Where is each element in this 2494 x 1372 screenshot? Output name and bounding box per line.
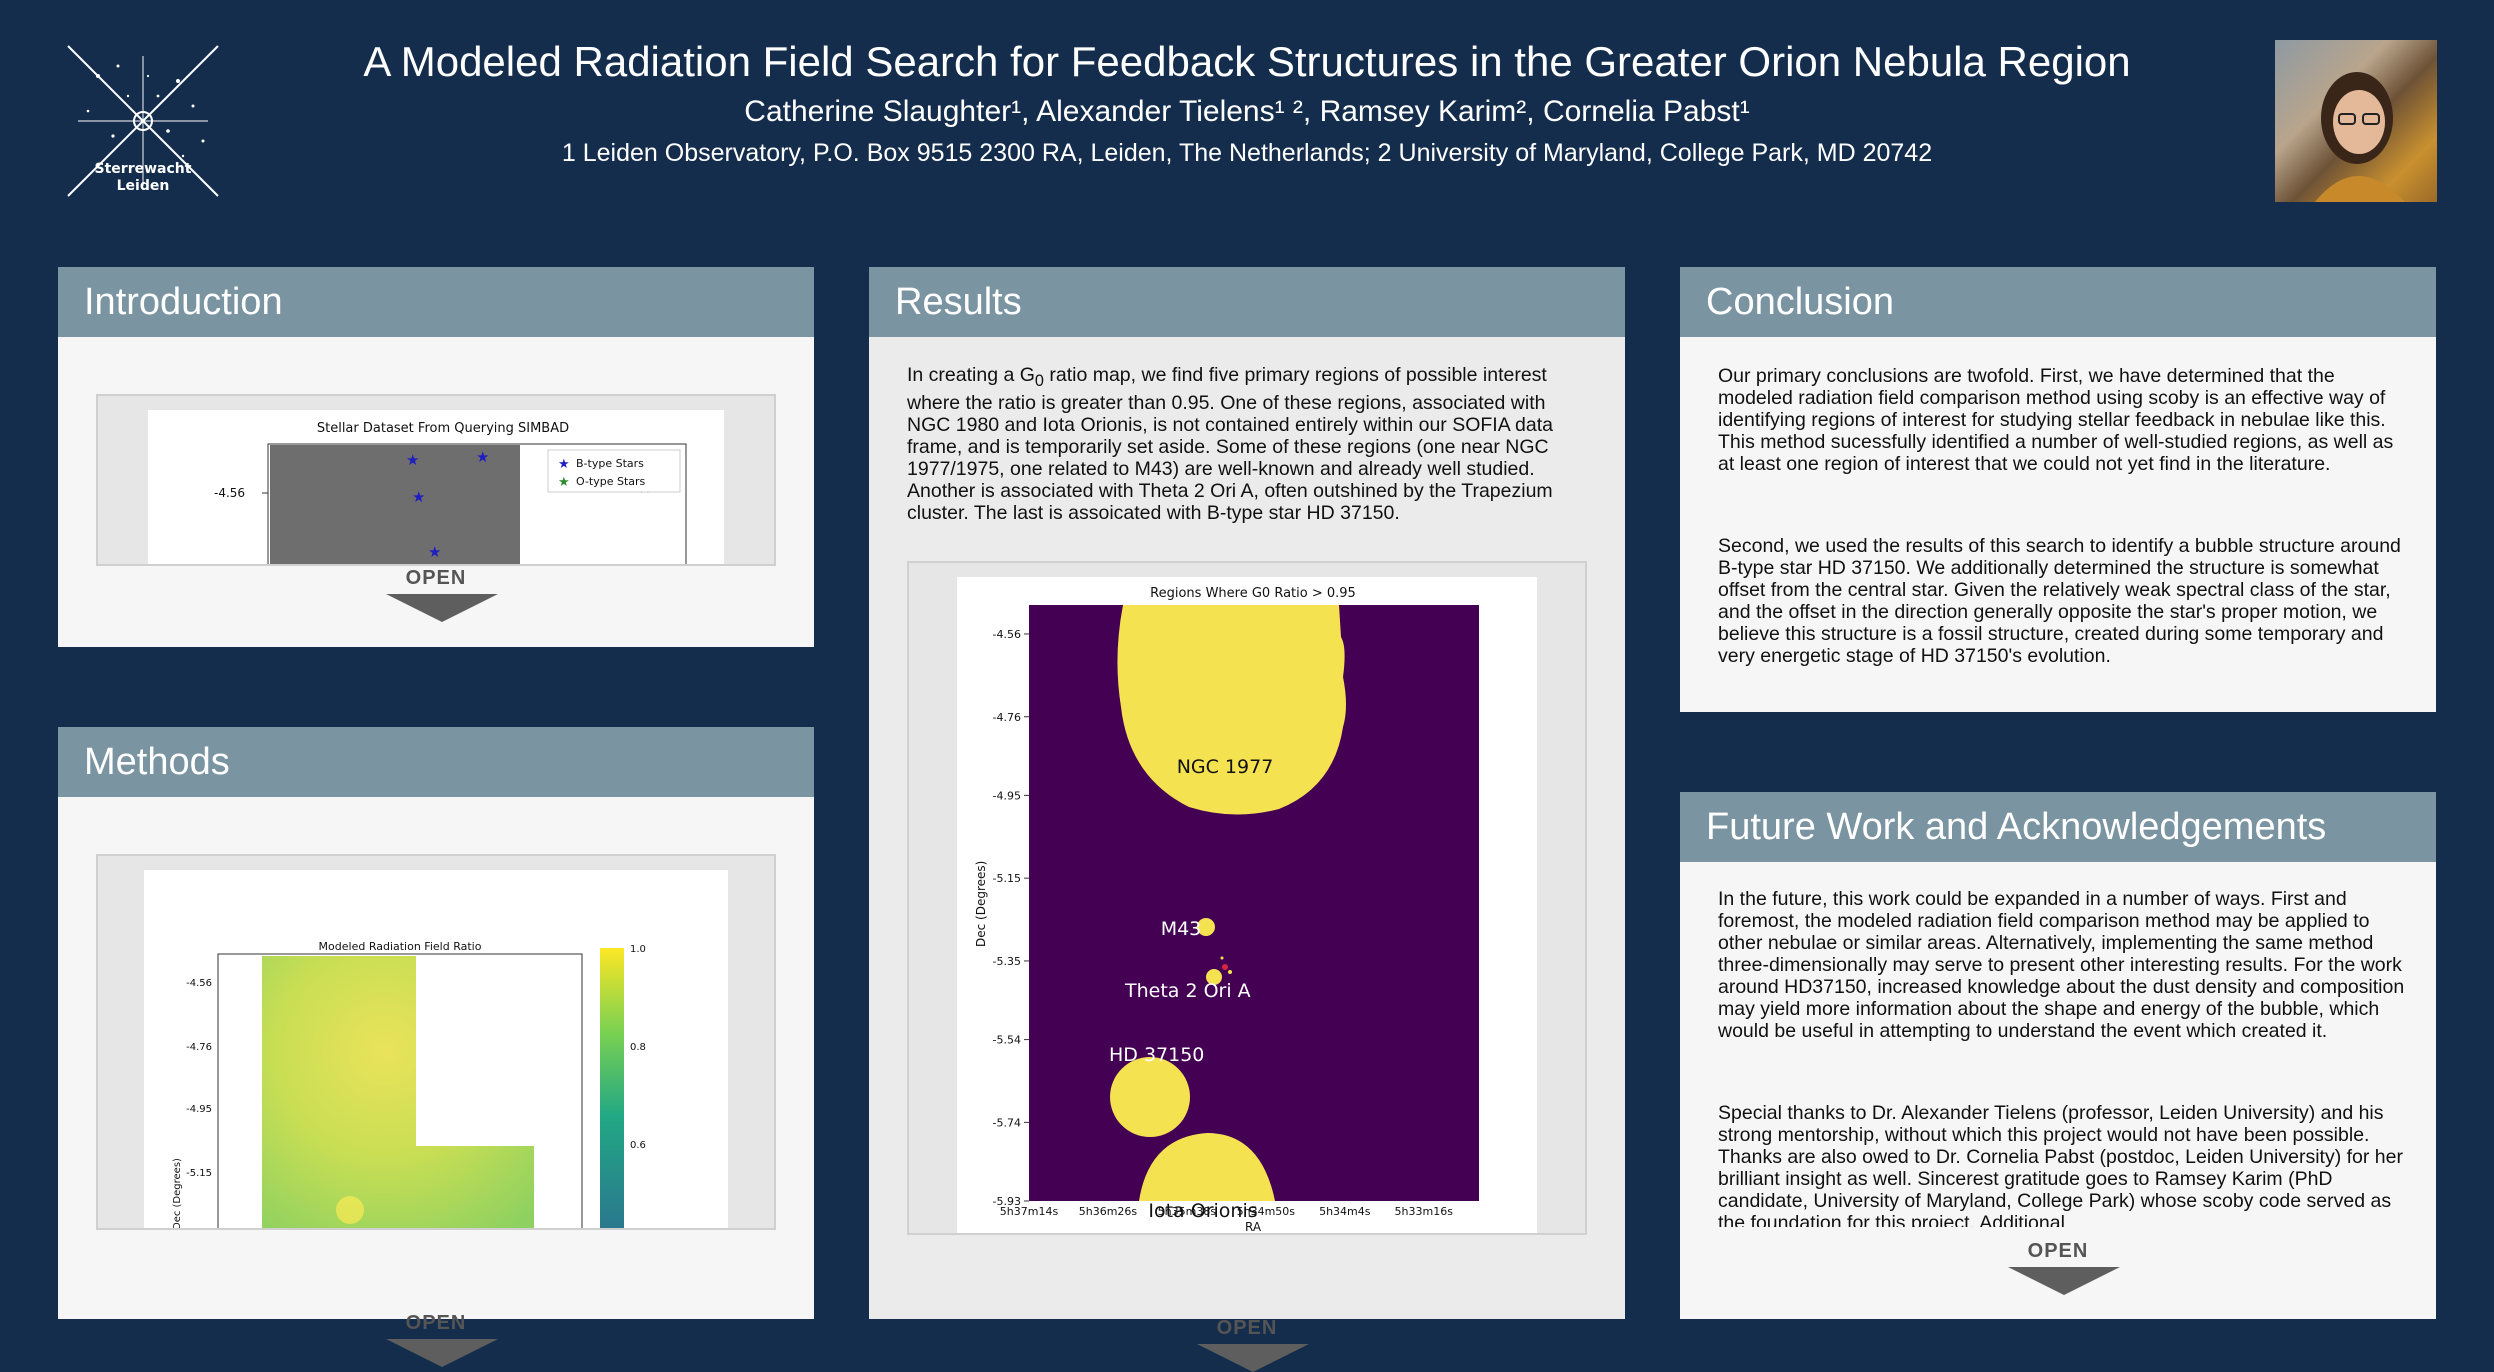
y-tick-label: -5.54: [993, 1034, 1021, 1047]
future-work-open-button[interactable]: OPEN: [2008, 1240, 2120, 1295]
methods-figure-frame: Modeled Radiation Field Ratio -4.56 -4.7…: [96, 854, 776, 1230]
chart-y-ticks: -4.56 -4.76 -4.95 -5.15 -5.35 -5.54 -5.74 -5.93: [993, 628, 1029, 1208]
logo-text-line-2: Leiden: [117, 178, 170, 194]
logo-star-icon: Sterrewacht Leiden: [67, 45, 219, 197]
methods-open-label: OPEN: [405, 1312, 467, 1334]
future-work-paragraph-1: In the future, this work could be expand…: [1718, 888, 2405, 1042]
region-small-spot: [1228, 970, 1232, 974]
colorbar-tick: 0.8: [630, 1042, 646, 1053]
region-hd-37150: [1110, 1057, 1190, 1137]
region-ngc-1977: [1117, 605, 1346, 815]
sterrewacht-leiden-logo: Sterrewacht Leiden: [58, 36, 228, 206]
chart-title: Regions Where G0 Ratio > 0.95: [1150, 586, 1356, 601]
methods-ytick: -5.15: [186, 1168, 212, 1179]
legend-o-type-label: O-type Stars: [576, 475, 646, 488]
stellar-dataset-title: Stellar Dataset From Querying SIMBAD: [317, 421, 569, 436]
g0-ratio-regions-chart: Regions Where G0 Ratio > 0.95 NGC 1977 M4…: [974, 586, 1479, 1233]
chevron-down-icon: [386, 594, 498, 622]
results-panel: Results In creating a G0 ratio map, we f…: [869, 267, 1625, 1372]
b-star-marker: ★: [428, 543, 441, 561]
conclusion-panel: Conclusion Our primary conclusions are t…: [1680, 267, 2436, 712]
x-tick-label: 5h34m4s: [1319, 1205, 1371, 1218]
region-annotation-label: NGC 1977: [1177, 756, 1274, 778]
methods-figure-title: Modeled Radiation Field Ratio: [319, 940, 482, 953]
y-tick-label: -4.56: [993, 628, 1021, 641]
y-tick-label: -5.15: [993, 872, 1021, 885]
y-tick-label: -5.93: [993, 1195, 1021, 1208]
methods-heading: Methods: [58, 727, 814, 797]
conclusion-heading: Conclusion: [1680, 267, 2436, 337]
trapezium-star-marker: [1222, 964, 1228, 970]
conclusion-paragraph-1: Our primary conclusions are twofold. Fir…: [1718, 365, 2394, 475]
x-tick-label: 5h35m38s: [1158, 1205, 1217, 1218]
results-heading: Results: [869, 267, 1625, 337]
introduction-heading: Introduction: [58, 267, 814, 337]
chart-ylabel: Dec (Degrees): [974, 861, 988, 947]
legend-b-type-label: B-type Stars: [576, 457, 644, 470]
y-tick-label: -5.35: [993, 955, 1021, 968]
introduction-open-label: OPEN: [405, 567, 467, 589]
chart-x-ticks: 5h37m14s 5h36m26s 5h35m38s 5h34m50s 5h34m4s 5…: [1000, 1205, 1453, 1218]
colorbar-tick: 0.6: [630, 1140, 646, 1151]
stellar-dataset-ytick: -4.56: [214, 486, 245, 500]
region-iota-orionis: [1139, 1133, 1275, 1201]
stellar-dataset-figure: Stellar Dataset From Querying SIMBAD -4.…: [214, 421, 687, 564]
x-tick-label: 5h37m14s: [1000, 1205, 1059, 1218]
region-m43: [1197, 918, 1215, 936]
acknowledgements-paragraph: Special thanks to Dr. Alexander Tielens …: [1718, 1102, 2403, 1227]
colorbar-tick: 1.0: [630, 944, 646, 955]
region-annotation-label: Theta 2 Ori A: [1124, 980, 1251, 1002]
x-tick-label: 5h36m26s: [1079, 1205, 1138, 1218]
methods-ytick: -4.76: [186, 1042, 212, 1053]
region-annotation-label: M43: [1161, 918, 1202, 940]
methods-ytick: -4.56: [186, 978, 212, 989]
results-text: In creating a G0 ratio map, we find five…: [907, 364, 1554, 524]
future-work-panel: Future Work and Acknowledgements In the …: [1680, 792, 2436, 1319]
poster-affiliations: 1 Leiden Observatory, P.O. Box 9515 2300…: [561, 139, 1933, 167]
b-star-marker: ★: [406, 451, 419, 469]
y-tick-label: -4.76: [993, 711, 1021, 724]
introduction-open-button[interactable]: OPEN: [386, 567, 498, 622]
legend-o-star-icon: ★: [558, 475, 570, 490]
conclusion-paragraph-2: Second, we used the results of this sear…: [1718, 535, 2401, 667]
results-open-label: OPEN: [1216, 1317, 1278, 1339]
poster-title: A Modeled Radiation Field Search for Fee…: [363, 38, 2131, 85]
region-annotation-label: Iota Orionis: [1148, 1200, 1257, 1222]
b-star-marker: ★: [476, 448, 489, 466]
introduction-figure-frame: Stellar Dataset From Querying SIMBAD -4.…: [96, 394, 776, 566]
introduction-panel: Introduction Stellar Dataset From Queryi…: [58, 267, 814, 647]
legend-b-star-icon: ★: [558, 457, 570, 472]
chart-xlabel: RA: [1245, 1220, 1262, 1233]
region-annotation-label: HD 37150: [1109, 1044, 1204, 1066]
methods-panel: Methods: [58, 727, 814, 1367]
x-tick-label: 5h33m16s: [1395, 1205, 1454, 1218]
future-work-heading: Future Work and Acknowledgements: [1680, 792, 2436, 862]
future-work-open-label: OPEN: [2027, 1240, 2089, 1262]
x-tick-label: 5h34m50s: [1237, 1205, 1296, 1218]
y-tick-label: -5.74: [993, 1116, 1021, 1129]
author-photo: [2275, 40, 2437, 202]
region-theta2-ori-a: [1206, 969, 1222, 985]
y-tick-label: -4.95: [993, 789, 1021, 802]
methods-ylabel: Dec (Degrees): [172, 1158, 183, 1228]
logo-text-line-1: Sterrewacht: [95, 161, 192, 177]
modeled-radiation-field-figure: Modeled Radiation Field Ratio -4.56 -4.7…: [172, 940, 646, 1228]
region-small-spot: [1220, 956, 1224, 960]
b-star-marker: ★: [412, 488, 425, 506]
chevron-down-icon: [2008, 1267, 2120, 1295]
chart-regions: NGC 1977 M43 Theta 2 Ori A HD 37150 Iota Ori…: [1109, 605, 1346, 1222]
poster-authors: Catherine Slaughter¹, Alexander Tielens¹…: [744, 95, 1750, 128]
results-open-button[interactable]: OPEN: [1197, 1317, 1309, 1372]
chevron-down-icon: [1197, 1344, 1309, 1372]
methods-ytick: -4.95: [186, 1104, 212, 1115]
chevron-down-icon: [386, 1339, 498, 1367]
results-figure-frame: Regions Where G0 Ratio > 0.95 NGC 1977 M4…: [907, 561, 1587, 1235]
